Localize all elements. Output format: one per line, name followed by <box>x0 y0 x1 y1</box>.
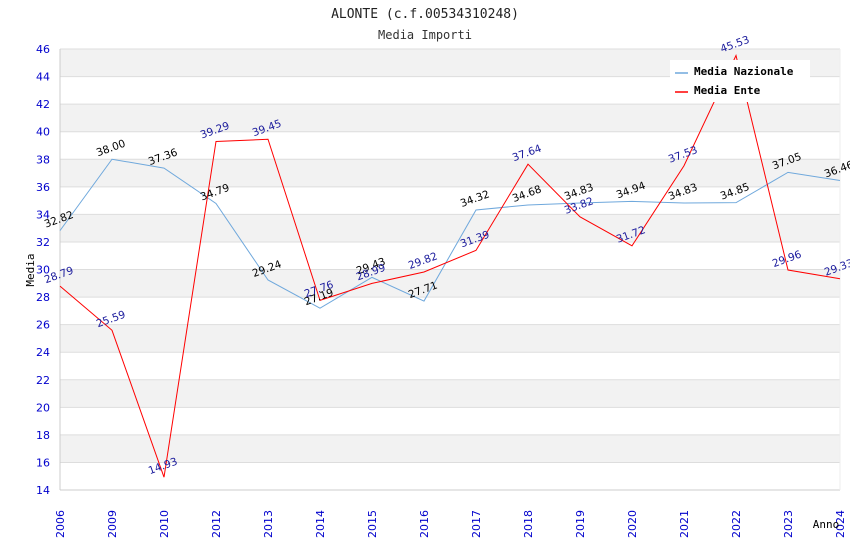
legend-label-media-ente: Media Ente <box>694 84 761 97</box>
grid-band <box>60 324 840 353</box>
y-tick-label: 20 <box>36 401 50 414</box>
x-tick-label: 2006 <box>54 510 67 538</box>
y-tick-labels: 14 16 18 20 22 24 26 28 30 32 34 36 38 40 42 44 46 <box>36 43 50 497</box>
x-tick-label: 2022 <box>730 510 743 538</box>
y-tick-label: 26 <box>36 319 50 332</box>
x-tick-label: 2013 <box>262 510 275 538</box>
y-tick-label: 28 <box>36 291 50 304</box>
legend: Media Nazionale Media Ente <box>670 60 810 102</box>
chart-title: ALONTE (c.f.00534310248) <box>331 7 519 22</box>
x-tick-label: 2021 <box>678 510 691 538</box>
y-tick-label: 30 <box>36 264 50 277</box>
y-tick-label: 42 <box>36 98 50 111</box>
x-tick-labels: 2006 2009 2010 2012 2013 2014 2015 2016 2017 2018… <box>54 510 847 538</box>
y-tick-label: 40 <box>36 126 50 139</box>
x-tick-label: 2015 <box>366 510 379 538</box>
axes <box>59 49 841 491</box>
y-tick-label: 38 <box>36 153 50 166</box>
grid-band <box>60 269 840 298</box>
grid-band <box>60 379 840 408</box>
y-axis-label: Media <box>24 253 37 286</box>
grid-band <box>60 186 840 215</box>
x-tick-label: 2016 <box>418 510 431 538</box>
x-tick-label: 2010 <box>158 510 171 538</box>
x-tick-label: 2012 <box>210 510 223 538</box>
y-tick-label: 44 <box>36 71 50 84</box>
series-line-media-nazionale <box>59 158 841 309</box>
y-tick-label: 34 <box>36 208 50 221</box>
grid-bands <box>60 49 840 490</box>
x-tick-label: 2009 <box>106 510 119 538</box>
x-tick-label: 2019 <box>574 510 587 538</box>
chart-subtitle: Media Importi <box>378 28 472 42</box>
grid-band <box>60 434 840 463</box>
y-tick-label: 16 <box>36 456 50 469</box>
grid-band <box>60 462 840 490</box>
x-tick-label: 2017 <box>470 510 483 538</box>
y-tick-label: 22 <box>36 374 50 387</box>
y-tick-label: 46 <box>36 43 50 56</box>
y-tick-label: 18 <box>36 429 50 442</box>
grid-band <box>60 131 840 160</box>
grid-lines <box>60 48 840 491</box>
y-tick-label: 14 <box>36 484 50 497</box>
x-tick-label: 2018 <box>522 510 535 538</box>
grid-band <box>60 407 840 435</box>
x-tick-label: 2020 <box>626 510 639 538</box>
grid-band <box>60 104 840 132</box>
x-axis-label: Anno <box>813 518 840 531</box>
x-tick-label: 2023 <box>782 510 795 538</box>
grid-band <box>60 297 840 325</box>
legend-label-media-nazionale: Media Nazionale <box>694 65 794 78</box>
series-line-media-ente <box>59 53 841 478</box>
grid-band <box>60 159 840 187</box>
x-tick-label: 2024 <box>834 510 847 538</box>
y-tick-label: 32 <box>36 236 50 249</box>
series-lines <box>59 53 841 478</box>
y-tick-label: 24 <box>36 346 50 359</box>
grid-band <box>60 352 840 380</box>
x-tick-label: 2014 <box>314 510 327 538</box>
legend-background <box>670 60 810 102</box>
y-tick-label: 36 <box>36 181 50 194</box>
grid-band <box>60 214 840 242</box>
